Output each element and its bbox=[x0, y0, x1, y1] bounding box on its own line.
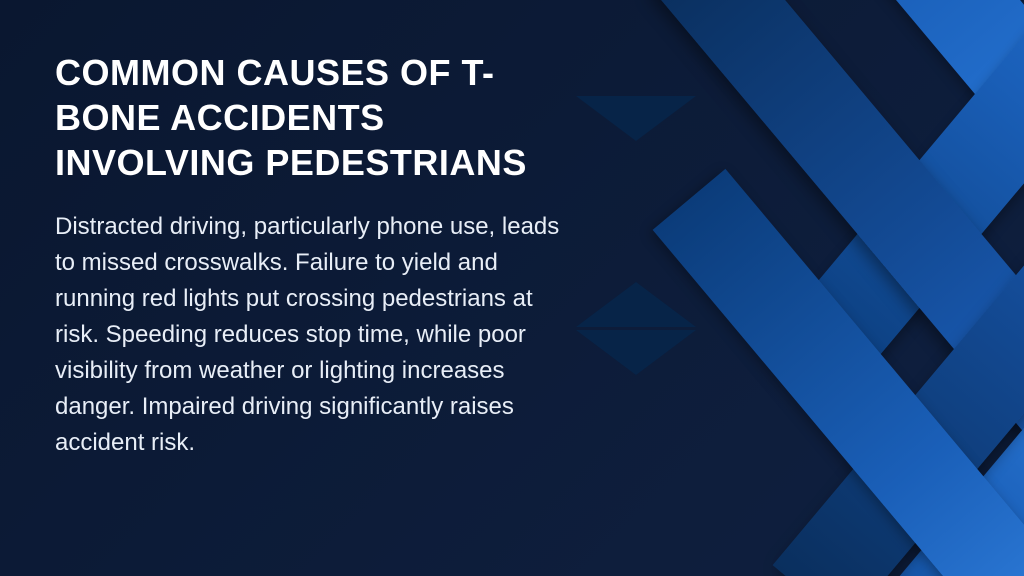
ribbon-fold bbox=[576, 282, 696, 327]
ribbon-graphic bbox=[504, 0, 1024, 576]
text-content: COMMON CAUSES OF T-BONE ACCIDENTS INVOLV… bbox=[55, 50, 575, 461]
slide-heading: COMMON CAUSES OF T-BONE ACCIDENTS INVOLV… bbox=[55, 50, 575, 185]
slide-body: Distracted driving, particularly phone u… bbox=[55, 209, 575, 461]
ribbon-fold bbox=[576, 330, 696, 375]
ribbon-fold bbox=[576, 96, 696, 141]
slide-container: COMMON CAUSES OF T-BONE ACCIDENTS INVOLV… bbox=[0, 0, 1024, 576]
